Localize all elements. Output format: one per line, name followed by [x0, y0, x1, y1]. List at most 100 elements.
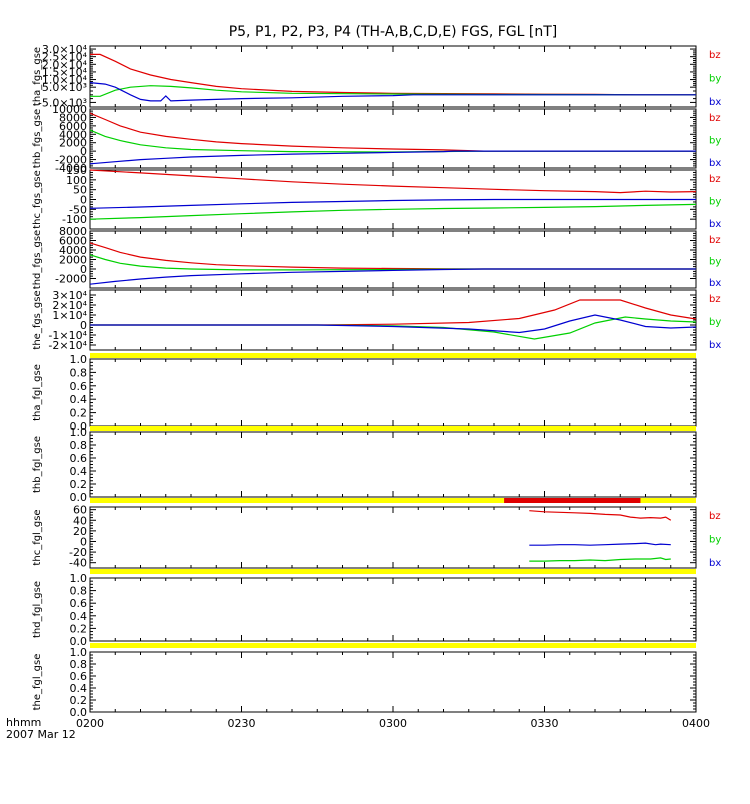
series-line-bz: [89, 242, 696, 270]
y-axis-label: the_fgl_gse: [32, 654, 43, 711]
legend-label-bx: bx: [709, 558, 721, 569]
y-tick-label: 40: [73, 514, 87, 527]
series-line-bx: [90, 314, 697, 334]
data-flag-bar: [504, 498, 641, 503]
series-line-bz: [90, 53, 696, 96]
series-line-bz: [90, 299, 697, 326]
legend-label-bx: bx: [709, 219, 721, 230]
y-tick-label: 0.8: [70, 366, 88, 379]
y-tick-label: -40: [69, 557, 87, 570]
y-tick-label: 0.2: [70, 478, 88, 491]
y-tick-label: 2000: [59, 137, 87, 150]
x-tick-label: 0400: [682, 717, 710, 730]
y-tick-label: 100: [66, 174, 87, 187]
legend-label-bx: bx: [709, 340, 721, 351]
y-tick-label: 0.4: [70, 682, 88, 695]
y-tick-label: 6000: [59, 235, 87, 248]
legend-label-bz: bz: [709, 294, 721, 305]
x-tick-label: 0330: [531, 717, 559, 730]
series-line-by: [90, 316, 697, 340]
y-tick-label: 4000: [59, 244, 87, 257]
y-tick-label: 0.8: [70, 658, 88, 671]
y-tick-label: 0: [80, 263, 87, 276]
y-axis-label: the_fgs_gse: [32, 290, 43, 349]
y-tick-label: 3×10⁴: [52, 289, 87, 302]
y-tick-label: -4000: [55, 162, 87, 175]
legend-label-by: by: [709, 257, 721, 268]
y-tick-label: -2000: [55, 273, 87, 286]
y-tick-label: -100: [62, 213, 87, 226]
y-tick-label: -2000: [55, 154, 87, 167]
legend-label-bz: bz: [709, 174, 721, 185]
x-tick-label: 0230: [228, 717, 256, 730]
y-tick-label: 0.2: [70, 694, 88, 707]
legend-label-bx: bx: [709, 97, 721, 108]
y-axis-label: thd_fgl_gse: [32, 581, 43, 638]
y-tick-label: 0.0: [70, 491, 88, 504]
series-line-by: [529, 557, 671, 562]
y-tick-label: 0: [80, 145, 87, 158]
y-tick-label: 0.0: [70, 635, 88, 648]
y-axis-label: thb_fgs_gse: [32, 109, 43, 168]
legend-label-bz: bz: [709, 50, 721, 61]
y-tick-label: 2000: [59, 254, 87, 267]
series-line-bx: [89, 82, 696, 102]
legend-label-by: by: [709, 197, 721, 208]
series-line-bx: [89, 268, 696, 285]
legend-label-bx: bx: [709, 278, 721, 289]
series-line-bx: [89, 150, 696, 165]
legend-label-by: by: [709, 74, 721, 85]
y-tick-label: 50: [73, 184, 87, 197]
y-tick-label: 3.0×10⁴: [42, 43, 88, 56]
y-tick-label: 8000: [59, 111, 87, 124]
y-tick-label: 0.6: [70, 452, 88, 465]
series-line-bx: [89, 198, 696, 209]
legend-label-bz: bz: [709, 113, 721, 124]
y-tick-label: 1.0: [70, 353, 88, 366]
y-tick-label: 1.0: [70, 646, 88, 659]
y-tick-label: 10000: [52, 103, 87, 116]
y-tick-label: 0.2: [70, 407, 88, 420]
y-tick-label: -5.0×10³: [38, 96, 87, 109]
data-flag-bar: [90, 353, 696, 358]
series-line-by: [89, 203, 697, 220]
y-tick-label: 0.6: [70, 670, 88, 683]
y-axis-label: thc_fgl_gse: [32, 509, 43, 565]
y-tick-label: 0: [80, 535, 87, 548]
legend-label-bz: bz: [709, 511, 721, 522]
series-line-bx: [529, 542, 671, 546]
legend-label-by: by: [709, 535, 721, 546]
legend-label-by: by: [709, 136, 721, 147]
y-tick-label: 0.4: [70, 465, 88, 478]
y-tick-label: 6000: [59, 120, 87, 133]
y-tick-label: 2.0×10⁴: [42, 58, 88, 71]
series-line-bz: [529, 510, 672, 521]
y-tick-label: -2×10⁴: [48, 339, 87, 352]
y-tick-label: 0.6: [70, 597, 88, 610]
y-tick-label: 1.0: [70, 572, 88, 585]
data-flag-bar: [90, 426, 696, 431]
data-flag-bar: [90, 498, 696, 503]
chart-title: P5, P1, P2, P3, P4 (TH-A,B,C,D,E) FGS, F…: [228, 24, 558, 40]
y-tick-label: 0.0: [70, 706, 88, 719]
legend-label-by: by: [709, 317, 721, 328]
time-axis-label: hhmm: [6, 716, 42, 729]
y-axis-label: tha_fgs_gse: [32, 47, 43, 106]
y-tick-label: 150: [66, 164, 87, 177]
y-tick-label: 1×10⁴: [52, 309, 87, 322]
y-axis-label: tha_fgl_gse: [32, 364, 43, 421]
y-tick-label: 0: [80, 194, 87, 207]
y-axis-label: thc_fgs_gse: [32, 170, 43, 229]
y-tick-label: 0.6: [70, 380, 88, 393]
y-tick-label: 0: [80, 319, 87, 332]
series-line-by: [89, 254, 696, 271]
series-line-bz: [89, 112, 696, 152]
y-tick-label: 1.5×10⁴: [42, 66, 88, 79]
panel-frame: [89, 651, 697, 713]
panel-frame: [89, 506, 697, 569]
y-tick-label: 0.2: [70, 622, 88, 635]
y-tick-label: -1×10⁴: [48, 329, 87, 342]
y-tick-label: 5.0×10³: [42, 81, 87, 94]
y-tick-label: 1.0×10⁴: [42, 74, 88, 87]
